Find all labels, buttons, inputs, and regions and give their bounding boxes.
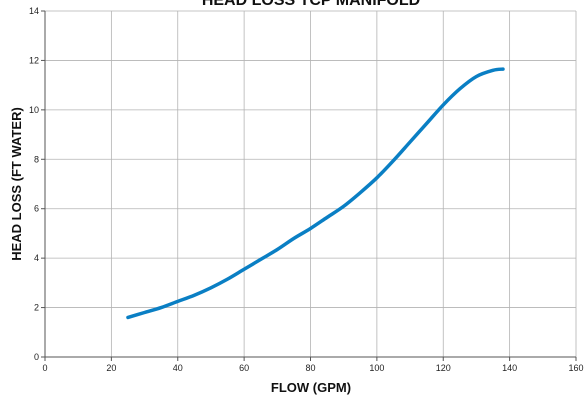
x-tick-label: 120 (436, 363, 451, 373)
x-tick-labels: 0 20 40 60 80 100 120 140 160 (42, 363, 583, 373)
x-tick-label: 60 (239, 363, 249, 373)
y-tick-label: 4 (34, 253, 39, 263)
y-tick-label: 6 (34, 204, 39, 214)
x-tick-label: 0 (42, 363, 47, 373)
x-tick-label: 40 (173, 363, 183, 373)
grid (44, 10, 577, 358)
chart-title: HEAD LOSS TCP MANIFOLD (202, 0, 420, 9)
axes (41, 10, 577, 361)
x-tick-label: 140 (502, 363, 517, 373)
y-tick-label: 12 (29, 55, 39, 65)
x-tick-label: 20 (106, 363, 116, 373)
x-tick-label: 100 (369, 363, 384, 373)
x-axis-label: FLOW (GPM) (271, 380, 351, 395)
series-group (126, 67, 505, 320)
head-loss-series-line (126, 67, 505, 320)
y-tick-labels: 0 2 4 6 8 10 12 14 (29, 6, 39, 362)
x-tick-label: 160 (568, 363, 583, 373)
x-tick-label: 80 (305, 363, 315, 373)
y-tick-label: 0 (34, 352, 39, 362)
y-tick-label: 10 (29, 105, 39, 115)
y-tick-label: 2 (34, 303, 39, 313)
y-tick-label: 14 (29, 6, 39, 16)
y-axis-label: HEAD LOSS (FT WATER) (9, 107, 24, 261)
y-tick-label: 8 (34, 154, 39, 164)
